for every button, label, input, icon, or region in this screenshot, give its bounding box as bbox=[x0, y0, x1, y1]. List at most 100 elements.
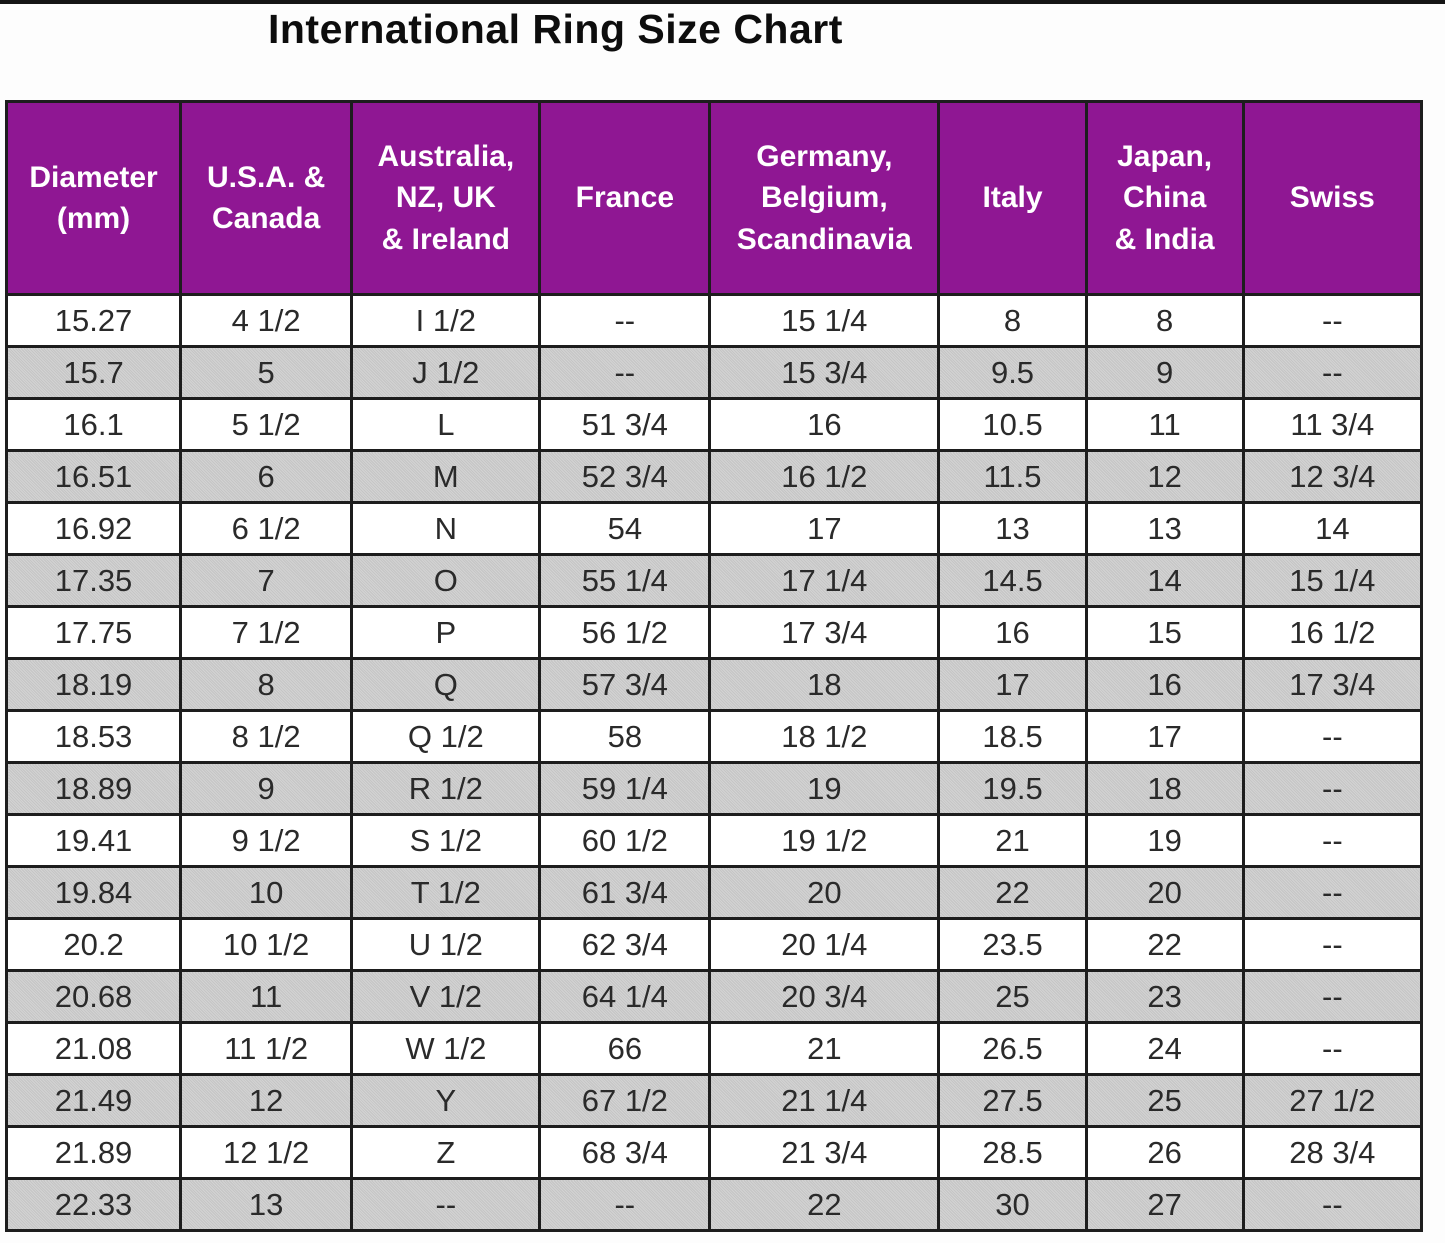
table-cell: 7 1/2 bbox=[179, 605, 354, 660]
table-cell: -- bbox=[1241, 865, 1424, 920]
table-row: 18.19 8 Q 57 3/4 18 17 16 17 3/4 bbox=[4, 657, 1424, 712]
table-header: Diameter (mm) U.S.A. & Canada Australia,… bbox=[4, 100, 1424, 296]
table-cell: 18.89 bbox=[4, 761, 183, 816]
table-cell: 17 3/4 bbox=[1241, 657, 1424, 712]
table-cell: 8 1/2 bbox=[179, 709, 354, 764]
page-title: International Ring Size Chart bbox=[268, 6, 843, 52]
table-row: 16.51 6 M 52 3/4 16 1/2 11.5 12 12 3/4 bbox=[4, 449, 1424, 504]
table-cell: -- bbox=[1241, 917, 1424, 972]
table-cell: 11 bbox=[179, 969, 354, 1024]
table-cell: 22 bbox=[1084, 917, 1245, 972]
table-cell: 15 1/4 bbox=[1241, 553, 1424, 608]
table-cell: 17 1/4 bbox=[708, 553, 941, 608]
table-cell: 6 bbox=[179, 449, 354, 504]
table-cell: 17.35 bbox=[4, 553, 183, 608]
table-cell: 16.92 bbox=[4, 501, 183, 556]
table-row: 20.2 10 1/2 U 1/2 62 3/4 20 1/4 23.5 22 -- bbox=[4, 917, 1424, 972]
table-cell: 51 3/4 bbox=[538, 397, 712, 452]
table-cell: -- bbox=[538, 1177, 712, 1232]
column-header-france: France bbox=[538, 100, 712, 296]
table-cell: 21 bbox=[708, 1021, 941, 1076]
table-cell: 22.33 bbox=[4, 1177, 183, 1232]
table-cell: V 1/2 bbox=[350, 969, 542, 1024]
table-cell: 26 bbox=[1084, 1125, 1245, 1180]
table-cell: L bbox=[350, 397, 542, 452]
table-cell: 20 3/4 bbox=[708, 969, 941, 1024]
table-cell: 5 1/2 bbox=[179, 397, 354, 452]
table-cell: 20 bbox=[1084, 865, 1245, 920]
table-cell: 12 bbox=[1084, 449, 1245, 504]
table-cell: 9 bbox=[1084, 345, 1245, 400]
table-cell: 60 1/2 bbox=[538, 813, 712, 868]
table-cell: 59 1/4 bbox=[538, 761, 712, 816]
column-header-swiss: Swiss bbox=[1241, 100, 1424, 296]
table-row: 20.68 11 V 1/2 64 1/4 20 3/4 25 23 -- bbox=[4, 969, 1424, 1024]
table-cell: 16.51 bbox=[4, 449, 183, 504]
table-cell: 18 1/2 bbox=[708, 709, 941, 764]
table-cell: -- bbox=[1241, 1021, 1424, 1076]
table-cell: 20 bbox=[708, 865, 941, 920]
table-cell: 15 1/4 bbox=[708, 293, 941, 348]
table-cell: 4 1/2 bbox=[179, 293, 354, 348]
table-cell: 23.5 bbox=[937, 917, 1088, 972]
table-cell: 62 3/4 bbox=[538, 917, 712, 972]
column-header-diameter-mm: Diameter (mm) bbox=[4, 100, 183, 296]
table-cell: -- bbox=[1241, 969, 1424, 1024]
table-cell: -- bbox=[1241, 761, 1424, 816]
table-cell: 11 3/4 bbox=[1241, 397, 1424, 452]
table-cell: 19 bbox=[1084, 813, 1245, 868]
table-cell: 6 1/2 bbox=[179, 501, 354, 556]
table-cell: N bbox=[350, 501, 542, 556]
table-cell: 54 bbox=[538, 501, 712, 556]
table-cell: 15 3/4 bbox=[708, 345, 941, 400]
table-cell: 8 bbox=[1084, 293, 1245, 348]
table-cell: I 1/2 bbox=[350, 293, 542, 348]
table-cell: 61 3/4 bbox=[538, 865, 712, 920]
table-cell: 58 bbox=[538, 709, 712, 764]
table-cell: 8 bbox=[937, 293, 1088, 348]
table-cell: 21 bbox=[937, 813, 1088, 868]
table-row: 15.7 5 J 1/2 -- 15 3/4 9.5 9 -- bbox=[4, 345, 1424, 400]
table-cell: 16 1/2 bbox=[708, 449, 941, 504]
table-row: 22.33 13 -- -- 22 30 27 -- bbox=[4, 1177, 1424, 1232]
table-cell: 19.5 bbox=[937, 761, 1088, 816]
table-cell: 16 bbox=[937, 605, 1088, 660]
table-cell: 17 bbox=[937, 657, 1088, 712]
table-cell: 11 bbox=[1084, 397, 1245, 452]
table-cell: 19.41 bbox=[4, 813, 183, 868]
table-cell: 27 bbox=[1084, 1177, 1245, 1232]
table-cell: 15.7 bbox=[4, 345, 183, 400]
table-cell: 22 bbox=[937, 865, 1088, 920]
table-cell: -- bbox=[538, 345, 712, 400]
table-cell: 7 bbox=[179, 553, 354, 608]
table-cell: 26.5 bbox=[937, 1021, 1088, 1076]
table-row: 19.41 9 1/2 S 1/2 60 1/2 19 1/2 21 19 -- bbox=[4, 813, 1424, 868]
table-cell: 20 1/4 bbox=[708, 917, 941, 972]
table-cell: 21.08 bbox=[4, 1021, 183, 1076]
table-cell: S 1/2 bbox=[350, 813, 542, 868]
table-cell: 19 1/2 bbox=[708, 813, 941, 868]
table-cell: 28.5 bbox=[937, 1125, 1088, 1180]
table-cell: 9 1/2 bbox=[179, 813, 354, 868]
table-cell: 14 bbox=[1084, 553, 1245, 608]
table-cell: U 1/2 bbox=[350, 917, 542, 972]
table-row: 16.1 5 1/2 L 51 3/4 16 10.5 11 11 3/4 bbox=[4, 397, 1424, 452]
table-cell: 28 3/4 bbox=[1241, 1125, 1424, 1180]
table-cell: 11 1/2 bbox=[179, 1021, 354, 1076]
table-row: 18.89 9 R 1/2 59 1/4 19 19.5 18 -- bbox=[4, 761, 1424, 816]
table-row: 21.08 11 1/2 W 1/2 66 21 26.5 24 -- bbox=[4, 1021, 1424, 1076]
table-cell: 16 bbox=[708, 397, 941, 452]
table-cell: 15.27 bbox=[4, 293, 183, 348]
table-cell: 18 bbox=[708, 657, 941, 712]
table-cell: W 1/2 bbox=[350, 1021, 542, 1076]
table-cell: 21.49 bbox=[4, 1073, 183, 1128]
table-cell: 67 1/2 bbox=[538, 1073, 712, 1128]
table-cell: T 1/2 bbox=[350, 865, 542, 920]
table-cell: -- bbox=[1241, 709, 1424, 764]
table-cell: 13 bbox=[937, 501, 1088, 556]
table-cell: Q bbox=[350, 657, 542, 712]
table-cell: -- bbox=[538, 293, 712, 348]
table-row: 17.75 7 1/2 P 56 1/2 17 3/4 16 15 16 1/2 bbox=[4, 605, 1424, 660]
table-cell: 27 1/2 bbox=[1241, 1073, 1424, 1128]
column-header-italy: Italy bbox=[937, 100, 1088, 296]
